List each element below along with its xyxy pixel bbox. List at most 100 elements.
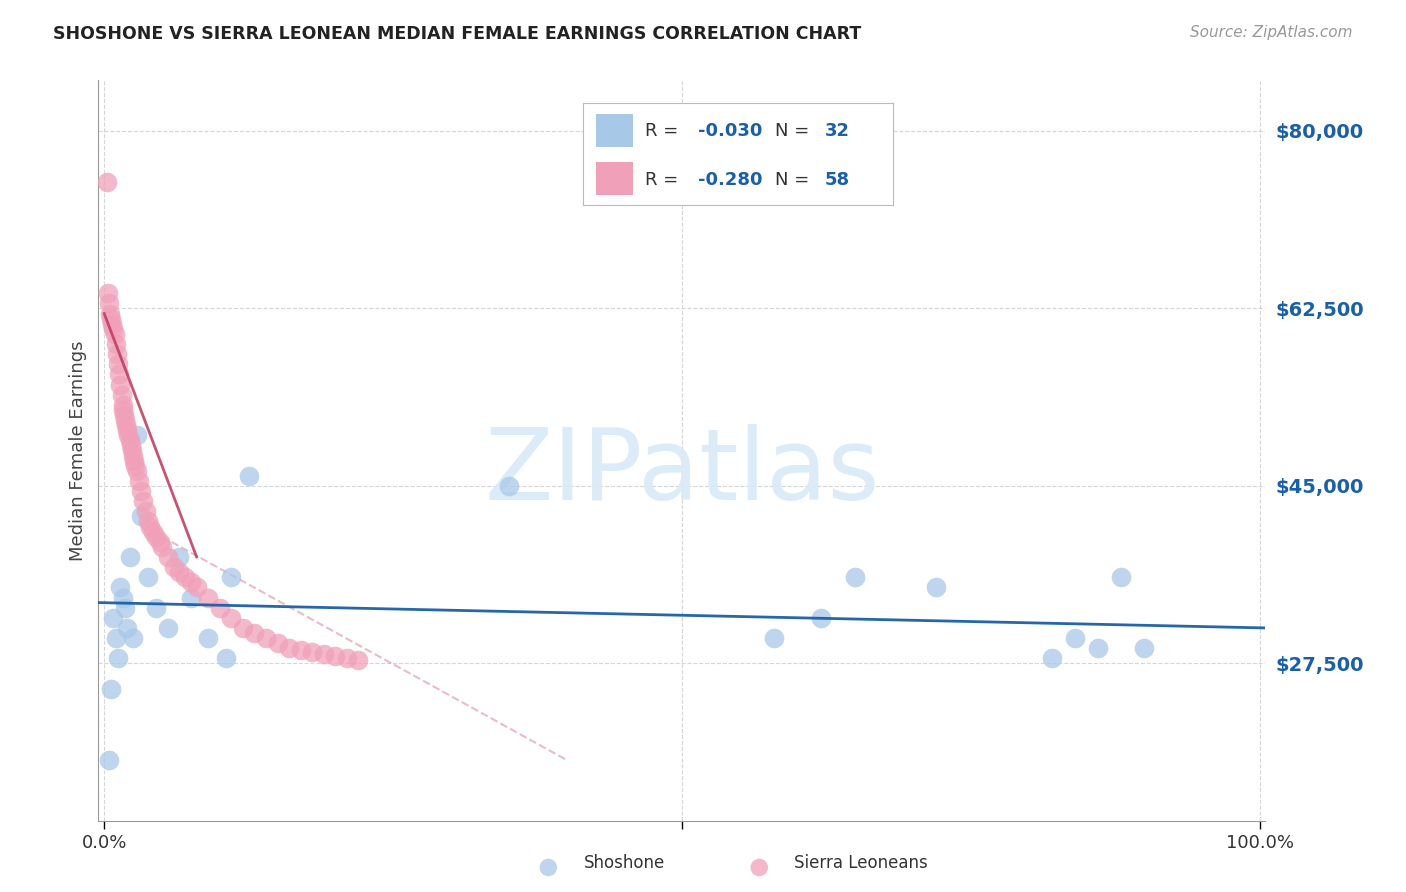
Point [169,549,191,564]
Point [844,570,866,584]
Point [254,631,277,645]
Point [96,175,118,189]
Point [145,530,167,544]
Point [174,570,197,584]
Text: R =: R = [645,170,685,188]
Point [214,651,236,665]
Point [135,504,157,518]
Point [120,438,142,452]
Point [243,626,266,640]
Point [121,443,143,458]
Point [100,311,122,326]
Point [103,322,125,336]
Point [111,398,134,412]
Point [142,524,165,539]
Point [107,651,129,665]
Point [197,631,219,645]
Point [149,534,172,549]
Point [156,621,179,635]
Point [104,631,127,645]
Point [122,631,145,645]
Point [186,580,208,594]
Point [1040,651,1063,665]
Point [238,468,260,483]
Point [118,434,141,448]
Point [114,413,136,427]
Point [104,326,127,341]
Text: ZIPatlas: ZIPatlas [484,425,880,521]
Point [132,494,155,508]
Point [122,449,145,463]
Point [100,681,122,696]
Point [197,591,219,605]
Text: R =: R = [645,122,685,140]
Text: 32: 32 [825,122,849,140]
Point [266,636,288,650]
Point [537,860,560,874]
Point [136,515,159,529]
Point [180,591,202,605]
Point [748,860,770,874]
Point [107,357,129,371]
Text: N =: N = [775,122,815,140]
Text: SHOSHONE VS SIERRA LEONEAN MEDIAN FEMALE EARNINGS CORRELATION CHART: SHOSHONE VS SIERRA LEONEAN MEDIAN FEMALE… [53,25,862,43]
Point [763,631,786,645]
Point [1133,641,1156,656]
Point [125,428,148,442]
Bar [596,114,633,146]
Point [278,641,301,656]
Point [111,591,134,605]
Point [101,317,124,331]
Point [129,509,152,524]
Point [110,377,132,392]
Point [150,540,173,554]
Point [925,580,948,594]
Point [323,649,346,664]
Point [221,570,243,584]
Point [136,570,159,584]
Point [117,621,139,635]
Point [118,549,141,564]
Point [336,651,359,665]
Bar [596,162,633,194]
Point [1063,631,1085,645]
Point [108,368,131,382]
Y-axis label: Median Female Earnings: Median Female Earnings [69,340,87,561]
Point [114,600,136,615]
Point [104,337,127,351]
Point [208,600,231,615]
Point [117,428,139,442]
Point [125,464,148,478]
Point [139,519,162,533]
Text: Shoshone: Shoshone [583,855,665,872]
Point [290,643,312,657]
Point [97,286,120,301]
Point [112,408,135,422]
Point [221,611,243,625]
Point [162,560,184,574]
Point [117,423,139,437]
Point [810,611,832,625]
Point [115,418,138,433]
Point [124,458,146,473]
Text: Source: ZipAtlas.com: Source: ZipAtlas.com [1189,25,1353,40]
Point [312,648,335,662]
Point [129,483,152,498]
Point [1087,641,1109,656]
Text: -0.030: -0.030 [697,122,762,140]
Point [169,565,191,579]
Point [97,296,120,310]
Text: 58: 58 [825,170,849,188]
Point [498,479,520,493]
Point [122,453,145,467]
Point [232,621,254,635]
Point [105,347,128,361]
Point [180,575,202,590]
Point [1109,570,1132,584]
Text: Sierra Leoneans: Sierra Leoneans [794,855,928,872]
Point [301,645,323,659]
Point [128,474,150,488]
Point [347,653,370,667]
Point [110,580,132,594]
Point [111,403,134,417]
